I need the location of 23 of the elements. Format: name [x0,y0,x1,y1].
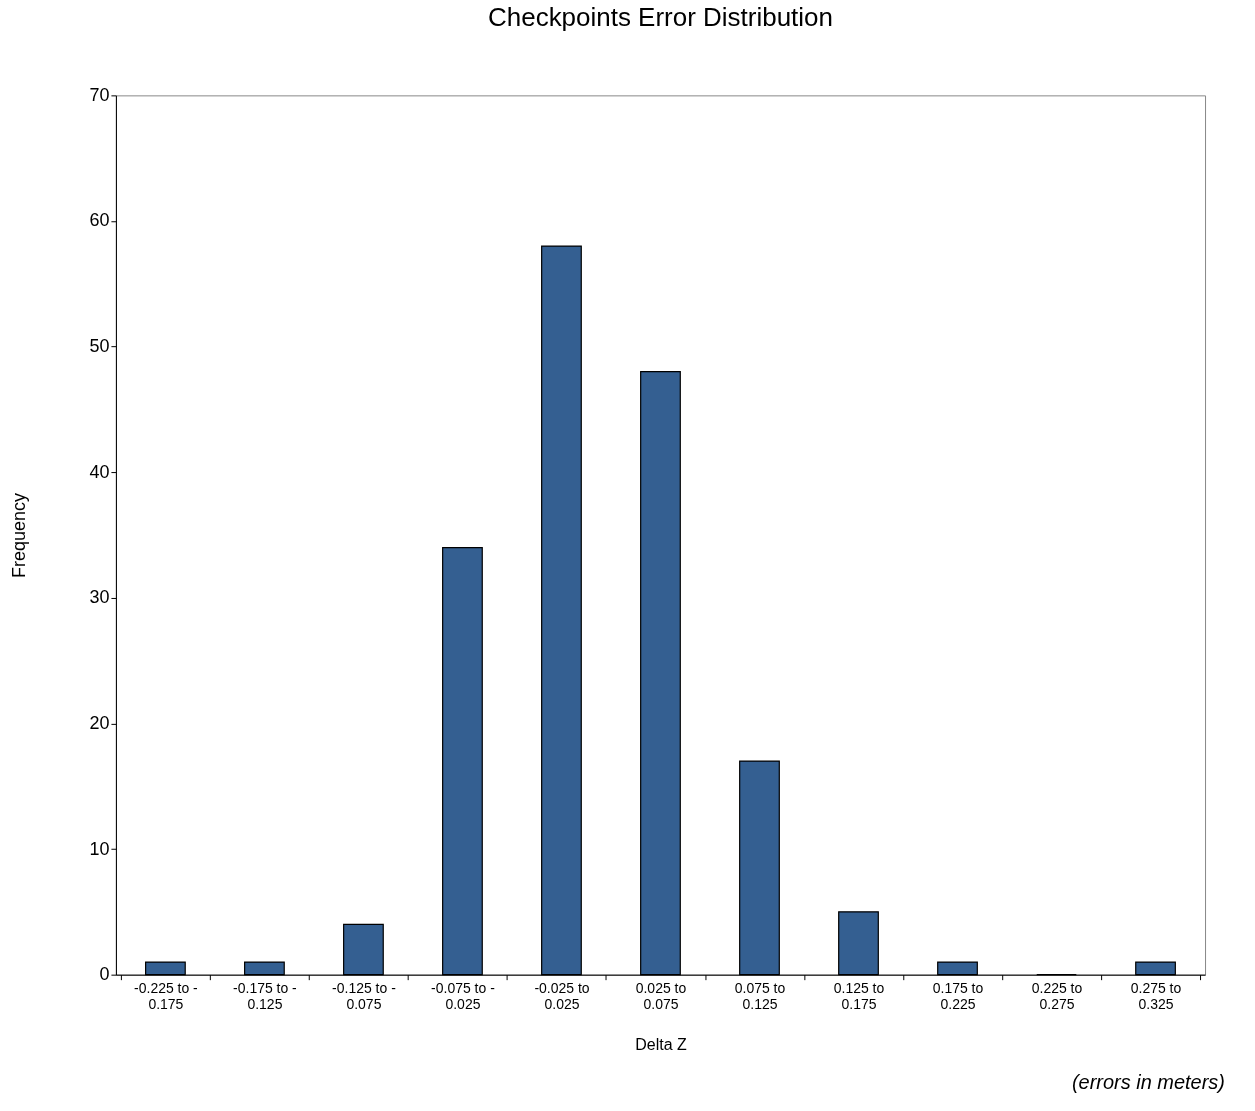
y-tick-label: 60 [89,210,110,231]
y-tick-label: 70 [89,84,110,105]
y-tick-label: 0 [99,964,110,985]
x-tick-label: 0.075 to 0.125 [734,980,786,1013]
text: (errors in meters) [1071,1070,1226,1093]
x-tick-label: -0.075 to - 0.025 [431,980,496,1013]
x-tick-label: -0.175 to - 0.125 [233,980,298,1013]
x-tick-label: -0.225 to - 0.175 [134,980,199,1013]
y-axis-title: Frequency [9,493,30,578]
y-tick-label: 10 [89,838,110,859]
y-tick-label: 40 [89,461,110,482]
x-tick-label: 0.025 to 0.075 [635,980,687,1013]
x-tick-label: 0.175 to 0.225 [932,980,984,1013]
x-tick-label: -0.125 to - 0.075 [332,980,397,1013]
x-tick-label: -0.025 to 0.025 [534,980,590,1013]
chart-title: Checkpoints Error Distribution [488,2,833,33]
y-tick-label: 20 [89,712,110,733]
x-axis-title: Delta Z [635,1036,687,1054]
y-tick-label: 50 [89,336,110,357]
x-tick-label: 0.275 to 0.325 [1130,980,1182,1013]
y-tick-label: 30 [89,587,110,608]
x-tick-label: 0.225 to 0.275 [1031,980,1083,1013]
x-tick-label: 0.125 to 0.175 [833,980,885,1013]
